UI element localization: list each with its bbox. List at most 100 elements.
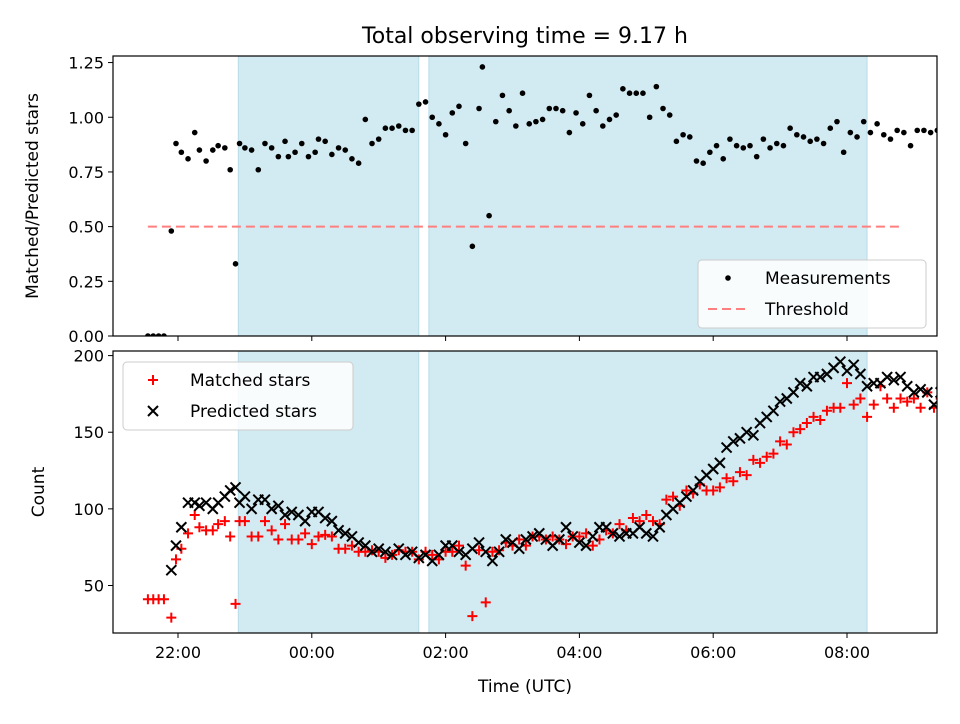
measurement-point (901, 129, 907, 136)
measurement-point (780, 142, 787, 149)
measurement-point (767, 145, 773, 151)
predicted-point (928, 398, 937, 411)
legend-box (122, 361, 354, 431)
ratio-plot: 0.00 0.25 0.50 0.75 1.00 1.25 Matched/Predicte… (23, 54, 938, 346)
measurement-point (640, 90, 646, 96)
measurement-point (700, 160, 706, 166)
legend: Measurements Threshold (697, 259, 927, 329)
predicted-point (299, 515, 311, 527)
measurement-point (342, 147, 349, 153)
measurement-point (553, 105, 559, 112)
matched-point (915, 402, 926, 413)
measurement-point (820, 140, 827, 147)
matched-point (213, 519, 224, 530)
measurement-point (934, 127, 937, 134)
observing-interval-1 (237, 56, 420, 336)
predicted-point (245, 503, 258, 515)
matched-point (306, 539, 317, 550)
matched-point (494, 545, 505, 556)
predicted-point (573, 536, 586, 549)
series-measurements (145, 64, 937, 336)
matched-point (795, 424, 806, 435)
predicted-point (413, 552, 425, 564)
predicted-point (319, 512, 331, 524)
predicted-point (332, 524, 345, 537)
predicted-point (170, 539, 182, 552)
matched-point (280, 519, 291, 530)
y-axis-label: Matched/Predicted stars (23, 93, 43, 299)
measurement-point (807, 138, 814, 145)
matched-point (230, 598, 241, 609)
predicted-point (847, 359, 860, 371)
predicted-point (914, 383, 927, 396)
measurement-point (456, 103, 462, 110)
matched-point (207, 525, 218, 536)
axes-frame (112, 350, 938, 634)
predicted-point (473, 536, 485, 549)
figure-title: Total observing time = 9.17 h (361, 24, 688, 49)
matched-point (574, 531, 585, 542)
measurement-point (275, 153, 282, 160)
legend-measurement-marker (725, 275, 731, 281)
measurement-point (673, 138, 680, 145)
matched-point (647, 516, 658, 527)
measurement-point (513, 123, 519, 129)
measurement-point (733, 142, 740, 149)
measurement-point (155, 333, 162, 336)
predicted-point (921, 386, 933, 399)
matched-point (888, 402, 899, 413)
measurement-point (486, 212, 492, 219)
matched-point (661, 494, 672, 505)
predicted-point (740, 426, 753, 438)
matched-point (882, 393, 893, 404)
measurement-point (713, 142, 720, 149)
measurement-point (914, 127, 921, 134)
measurement-point (469, 243, 476, 250)
matched-point (862, 411, 873, 422)
matched-point (788, 427, 799, 438)
measurement-point (312, 149, 318, 156)
predicted-point (379, 546, 392, 558)
measurement-point (814, 136, 820, 142)
legend: Matched stars Predicted stars (122, 361, 354, 431)
matched-point (460, 560, 471, 571)
measurement-point (633, 90, 640, 96)
matched-point (681, 485, 692, 496)
measurement-point (620, 86, 626, 92)
measurement-point (894, 127, 900, 134)
measurement-point (874, 121, 880, 127)
matched-point (942, 424, 952, 434)
matched-point (808, 411, 819, 422)
predicted-point (165, 564, 178, 576)
measurement-point (533, 118, 539, 125)
predicted-point (433, 549, 445, 561)
matched-point (266, 525, 277, 536)
measurement-point (626, 90, 633, 96)
predicted-point (956, 409, 960, 419)
measurement-point (232, 261, 239, 267)
predicted-point (607, 527, 619, 540)
predicted-point (834, 356, 847, 368)
measurement-point (773, 140, 780, 147)
observing-interval-2 (428, 351, 868, 633)
predicted-point (814, 371, 826, 383)
matched-point (842, 378, 852, 389)
measurement-point (268, 145, 275, 151)
legend-predicted-marker (147, 405, 159, 417)
measurement-point (847, 129, 854, 136)
legend-label: Predicted stars (190, 402, 317, 422)
matched-point (480, 597, 491, 608)
measurement-point (416, 101, 422, 107)
predicted-point (613, 530, 626, 543)
matched-point (815, 414, 826, 425)
matched-point (360, 546, 371, 557)
predicted-point (560, 521, 572, 533)
measurement-point (506, 107, 512, 114)
matched-point (708, 485, 719, 496)
predicted-point (352, 536, 365, 549)
measurement-point (298, 140, 305, 147)
matched-point (313, 531, 324, 542)
legend-box (697, 259, 927, 329)
measurement-point (686, 134, 693, 140)
matched-point (855, 393, 866, 404)
